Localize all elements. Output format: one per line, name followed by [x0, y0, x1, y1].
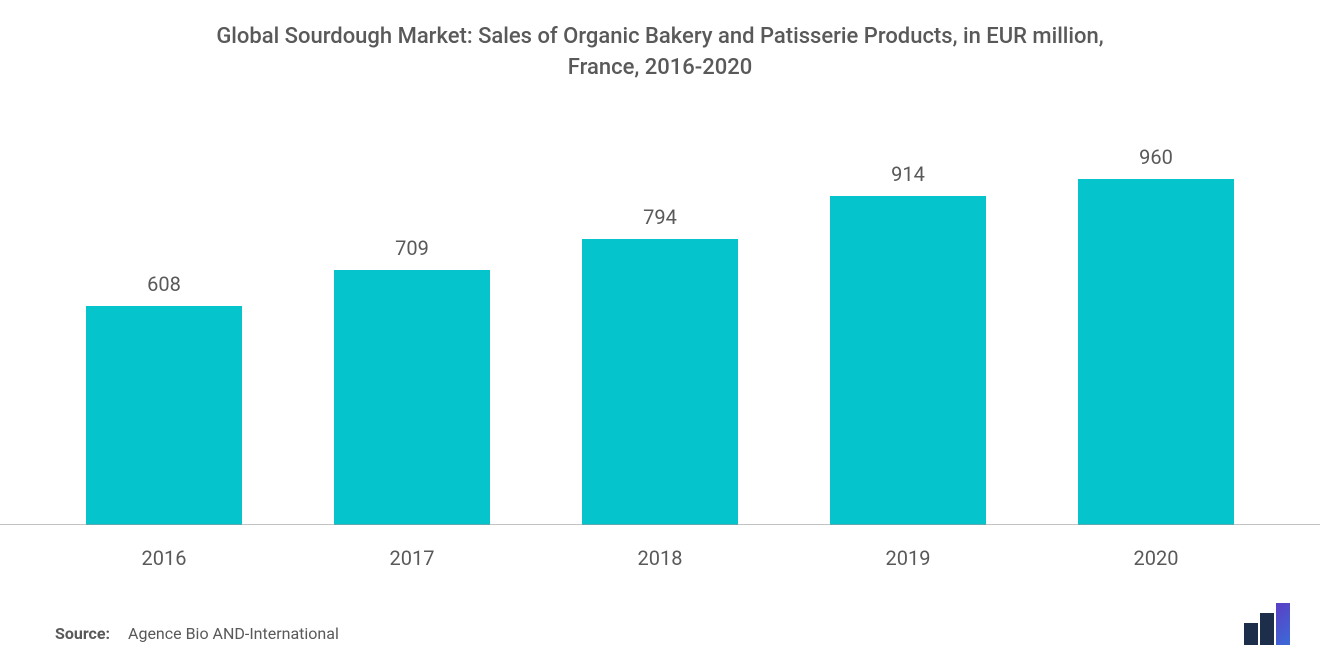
- chart-title-line2: France, 2016-2020: [568, 55, 753, 80]
- bar-group-2017: 709: [300, 130, 523, 525]
- x-axis-label: 2020: [1044, 546, 1267, 570]
- chart-title-line1: Global Sourdough Market: Sales of Organi…: [216, 24, 1103, 49]
- x-axis-label: 2019: [796, 546, 1019, 570]
- bar-value-label: 709: [395, 236, 429, 260]
- bar-value-label: 794: [643, 205, 677, 229]
- bar-group-2018: 794: [548, 130, 771, 525]
- logo-bar-2: [1260, 613, 1274, 645]
- mordor-intelligence-logo: [1244, 603, 1290, 645]
- bar-group-2019: 914: [796, 130, 1019, 525]
- x-axis-label: 2018: [548, 546, 771, 570]
- chart-container: Global Sourdough Market: Sales of Organi…: [0, 0, 1320, 665]
- plot-area: 608 709 794 914 960: [40, 130, 1280, 525]
- chart-title: Global Sourdough Market: Sales of Organi…: [0, 0, 1320, 84]
- bar-value-label: 914: [891, 162, 925, 186]
- bar: [830, 196, 986, 525]
- bar-value-label: 960: [1139, 145, 1173, 169]
- logo-bar-3: [1276, 603, 1290, 645]
- bar: [582, 239, 738, 525]
- source-text: Agence Bio AND-International: [128, 624, 339, 643]
- logo-bar-1: [1244, 623, 1258, 645]
- bar-value-label: 608: [147, 272, 181, 296]
- x-axis-label: 2017: [300, 546, 523, 570]
- x-axis-baseline: [0, 524, 1320, 525]
- bar-group-2020: 960: [1044, 130, 1267, 525]
- bar: [334, 270, 490, 525]
- bar-group-2016: 608: [52, 130, 275, 525]
- x-axis: 2016 2017 2018 2019 2020: [40, 546, 1280, 570]
- bar: [1078, 179, 1234, 525]
- bar: [86, 306, 242, 525]
- x-axis-label: 2016: [52, 546, 275, 570]
- source-attribution: Source: Agence Bio AND-International: [55, 624, 339, 643]
- source-label: Source:: [55, 624, 110, 643]
